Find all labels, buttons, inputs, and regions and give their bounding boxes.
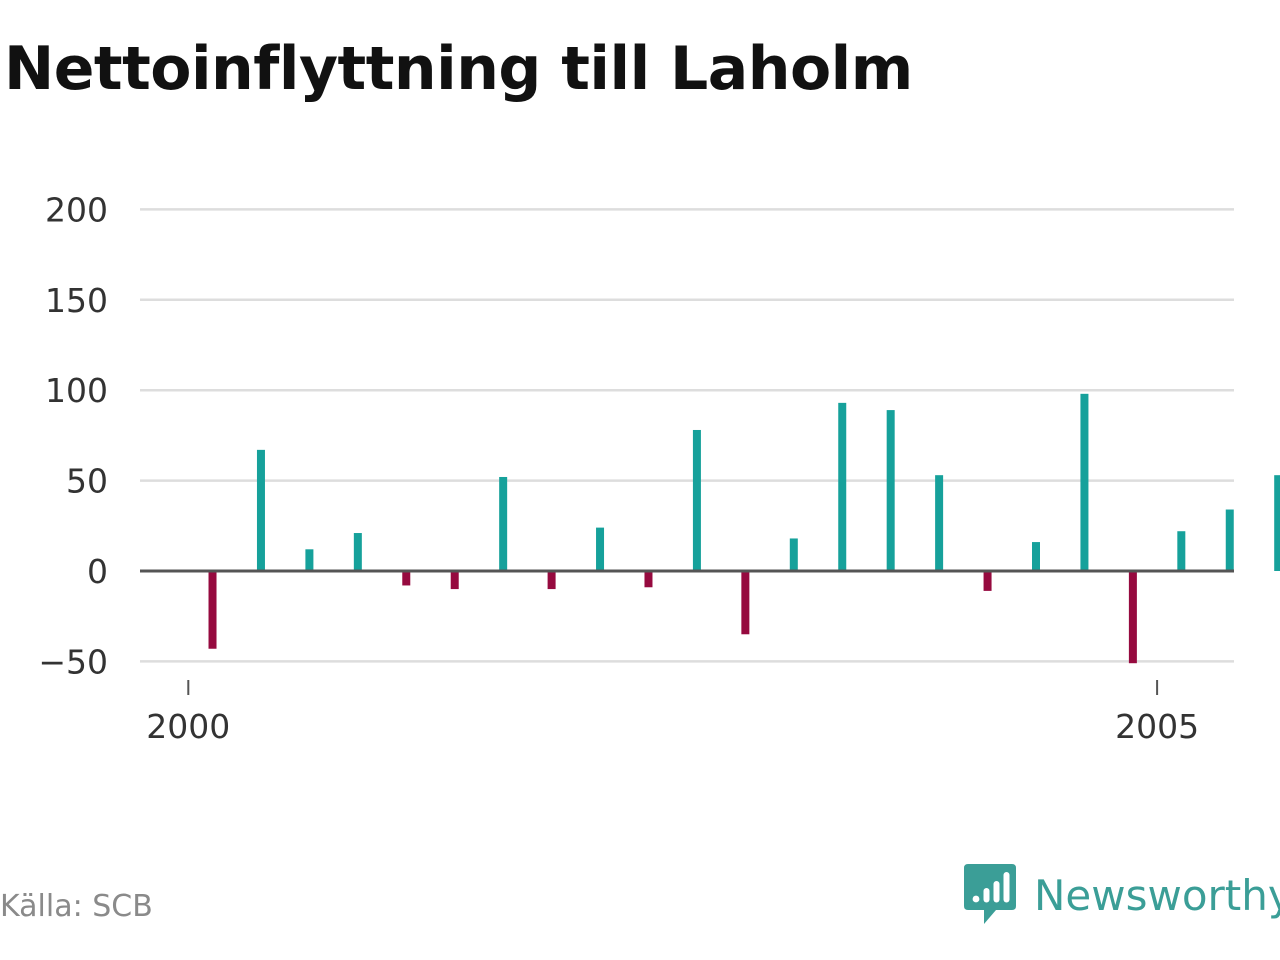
y-axis: −50 0 50 100 150 200 — [38, 190, 108, 681]
y-tick-label: 0 — [87, 552, 108, 591]
y-tick-label: 50 — [66, 462, 108, 501]
bar-2004-q2 — [1032, 542, 1040, 571]
bar-2000-q4 — [353, 533, 362, 571]
y-tick-label: 200 — [45, 190, 108, 229]
bar-2001-q4 — [547, 571, 556, 590]
x-tick-label: 2005 — [1115, 707, 1199, 746]
bar-2000-q2 — [256, 449, 265, 571]
bar-2003-q3 — [886, 410, 895, 571]
bar-2003-q1 — [789, 538, 798, 571]
bars — [208, 393, 1280, 664]
bar-2002-q3 — [692, 429, 701, 571]
bar-2002-q2 — [644, 571, 653, 588]
newsworthy-logo-icon — [964, 864, 1016, 924]
brand-name: Newsworthy — [1034, 870, 1280, 920]
bar-2003-q2 — [838, 402, 847, 571]
bar-2004-q3 — [1080, 393, 1089, 571]
page-title: Nettoinflyttning till Laholm — [4, 34, 913, 104]
bar-2004-q4 — [1128, 571, 1137, 664]
y-tick-label: 150 — [45, 281, 108, 320]
bar-2005-q1 — [1177, 531, 1186, 571]
bar-2001-q3 — [499, 476, 508, 571]
bar-2001-q2 — [450, 571, 459, 590]
x-tick-label: 2000 — [146, 707, 230, 746]
bar-2002-q4 — [741, 571, 750, 635]
brand: Newsworthy — [964, 864, 1280, 926]
bar-2002-q1 — [596, 527, 605, 571]
y-tick-label: 100 — [45, 371, 108, 410]
source-note: Källa: SCB — [0, 889, 153, 924]
gridlines — [140, 208, 1234, 663]
bar-2003-q4 — [935, 475, 944, 571]
y-tick-label: −50 — [38, 642, 108, 681]
bar-2004-q1 — [983, 571, 992, 591]
bar-2000-q1 — [208, 571, 217, 649]
x-axis: 200020052010201520202025 — [146, 680, 1199, 746]
bar-2005-q3 — [1274, 475, 1280, 571]
bar-2005-q2 — [1225, 509, 1234, 571]
bar-2001-q1 — [402, 571, 411, 586]
bar-2000-q3 — [305, 549, 314, 571]
